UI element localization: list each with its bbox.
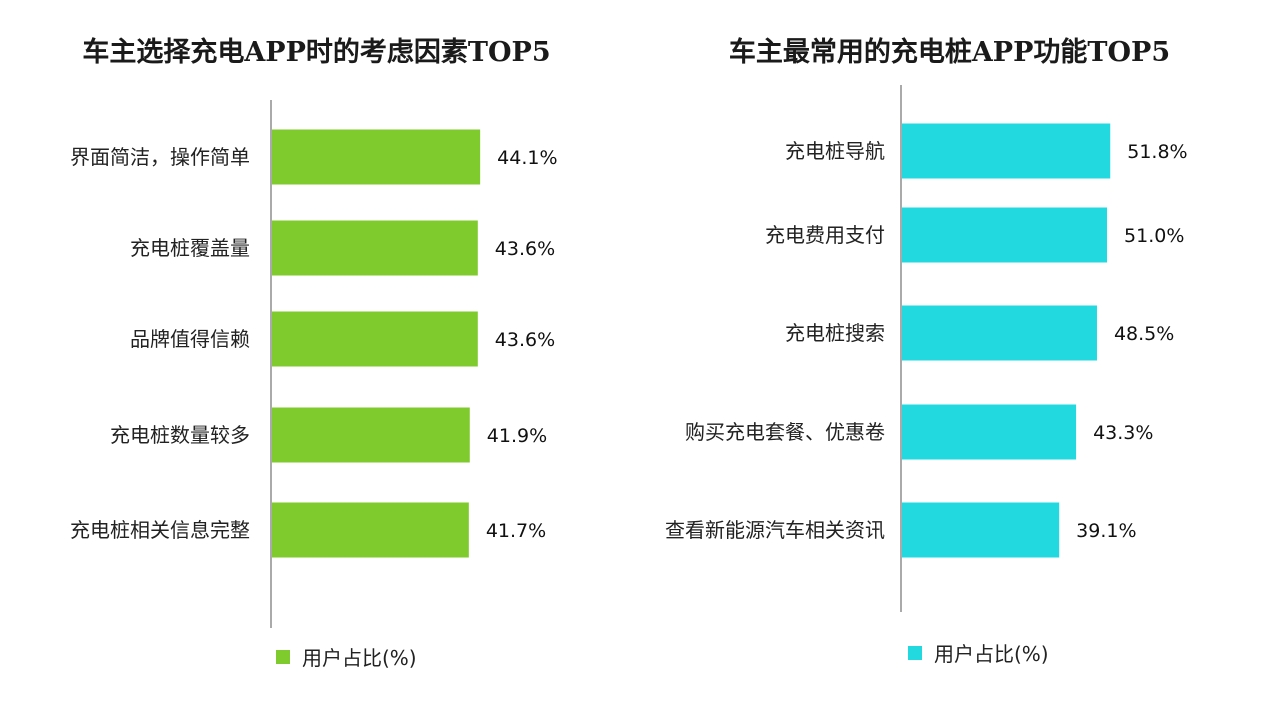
- category-label: 查看新能源汽车相关资讯: [665, 518, 885, 542]
- value-label: 41.9%: [487, 425, 547, 447]
- chart-left: 车主选择充电APP时的考虑因素TOP5 界面简洁，操作简单 44.1% 充电桩覆盖量…: [0, 0, 633, 713]
- category-label: 界面简洁，操作简单: [70, 145, 250, 169]
- bar: [902, 404, 1077, 460]
- legend-swatch: [276, 649, 290, 664]
- chart-title: 车主选择充电APP时的考虑因素TOP5: [82, 37, 551, 68]
- legend: 用户占比(%): [908, 638, 1049, 667]
- category-label: 充电桩导航: [785, 139, 885, 163]
- value-label: 43.3%: [1093, 422, 1153, 444]
- bar: [272, 129, 481, 185]
- category-label: 充电费用支付: [765, 223, 885, 247]
- bar: [272, 220, 478, 276]
- category-label: 品牌值得信赖: [130, 327, 250, 351]
- legend-swatch: [908, 645, 922, 660]
- bar: [272, 407, 470, 463]
- value-label: 41.7%: [486, 520, 546, 542]
- bar-chart-plot: 充电桩导航 51.8% 充电费用支付 51.0% 充电桩搜索 48.5% 购买充电套餐、优惠…: [665, 85, 1188, 612]
- bar: [902, 123, 1111, 179]
- value-label: 48.5%: [1114, 323, 1174, 345]
- category-label: 充电桩数量较多: [110, 423, 250, 447]
- bar: [902, 305, 1097, 361]
- category-label: 充电桩覆盖量: [130, 236, 250, 260]
- value-label: 51.0%: [1124, 225, 1184, 247]
- value-label: 39.1%: [1076, 520, 1136, 542]
- chart-right: 车主最常用的充电桩APP功能TOP5 充电桩导航 51.8% 充电费用支付 51.0%…: [633, 0, 1266, 713]
- category-label: 充电桩相关信息完整: [70, 518, 250, 542]
- value-label: 44.1%: [497, 147, 557, 169]
- category-label: 购买充电套餐、优惠卷: [685, 420, 885, 444]
- chart-title: 车主最常用的充电桩APP功能TOP5: [728, 37, 1171, 68]
- bar: [272, 311, 478, 367]
- value-label: 43.6%: [495, 238, 555, 260]
- legend-label: 用户占比(%): [934, 642, 1049, 666]
- bar: [902, 207, 1108, 263]
- legend: 用户占比(%): [276, 642, 417, 671]
- legend-label: 用户占比(%): [302, 646, 417, 670]
- bar: [272, 502, 469, 558]
- bar: [902, 502, 1060, 558]
- value-label: 51.8%: [1127, 141, 1187, 163]
- category-label: 充电桩搜索: [785, 321, 885, 345]
- bar-chart-plot: 界面简洁，操作简单 44.1% 充电桩覆盖量 43.6% 品牌值得信赖 43.6% 充电桩数…: [70, 100, 558, 628]
- value-label: 43.6%: [495, 329, 555, 351]
